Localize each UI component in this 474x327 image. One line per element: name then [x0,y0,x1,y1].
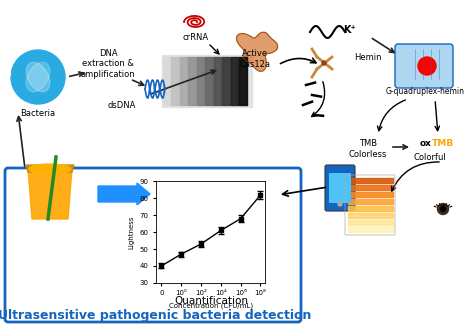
Y-axis label: Lightness: Lightness [128,215,134,249]
Text: Active
Cas12a: Active Cas12a [239,49,271,69]
Bar [162,55,252,107]
Text: Bacteria: Bacteria [20,109,55,118]
Text: Quantification: Quantification [174,296,248,306]
Text: crRNA: crRNA [183,32,209,42]
X-axis label: Concentration (CFU/mL): Concentration (CFU/mL) [169,302,253,309]
Ellipse shape [26,62,50,92]
FancyBboxPatch shape [325,165,355,211]
Circle shape [440,206,446,212]
Text: TMB: TMB [432,140,454,148]
Circle shape [418,57,436,75]
Circle shape [3,81,9,87]
Polygon shape [237,32,278,71]
Text: G-quadruplex-hemin: G-quadruplex-hemin [385,88,465,96]
Polygon shape [28,169,72,219]
Text: DNA
extraction &
amplification: DNA extraction & amplification [81,49,135,79]
Circle shape [6,72,10,77]
Polygon shape [26,165,74,172]
Text: Colorful: Colorful [414,152,447,162]
Circle shape [338,202,342,206]
FancyBboxPatch shape [5,168,301,322]
Text: Ultrasensitive pathogenic bacteria detection: Ultrasensitive pathogenic bacteria detec… [0,309,312,322]
Ellipse shape [29,164,71,174]
Ellipse shape [26,62,50,92]
Circle shape [0,77,2,81]
FancyArrow shape [98,183,150,205]
Text: dsDNA: dsDNA [108,100,136,110]
Circle shape [438,203,448,215]
Text: TMB
Colorless: TMB Colorless [349,139,387,159]
Text: K⁺: K⁺ [344,25,356,35]
FancyBboxPatch shape [329,173,351,203]
Circle shape [322,61,326,65]
Circle shape [11,50,65,104]
Text: ox: ox [420,140,432,148]
FancyBboxPatch shape [395,44,453,88]
Text: Hemin: Hemin [354,53,382,61]
Ellipse shape [427,201,459,217]
